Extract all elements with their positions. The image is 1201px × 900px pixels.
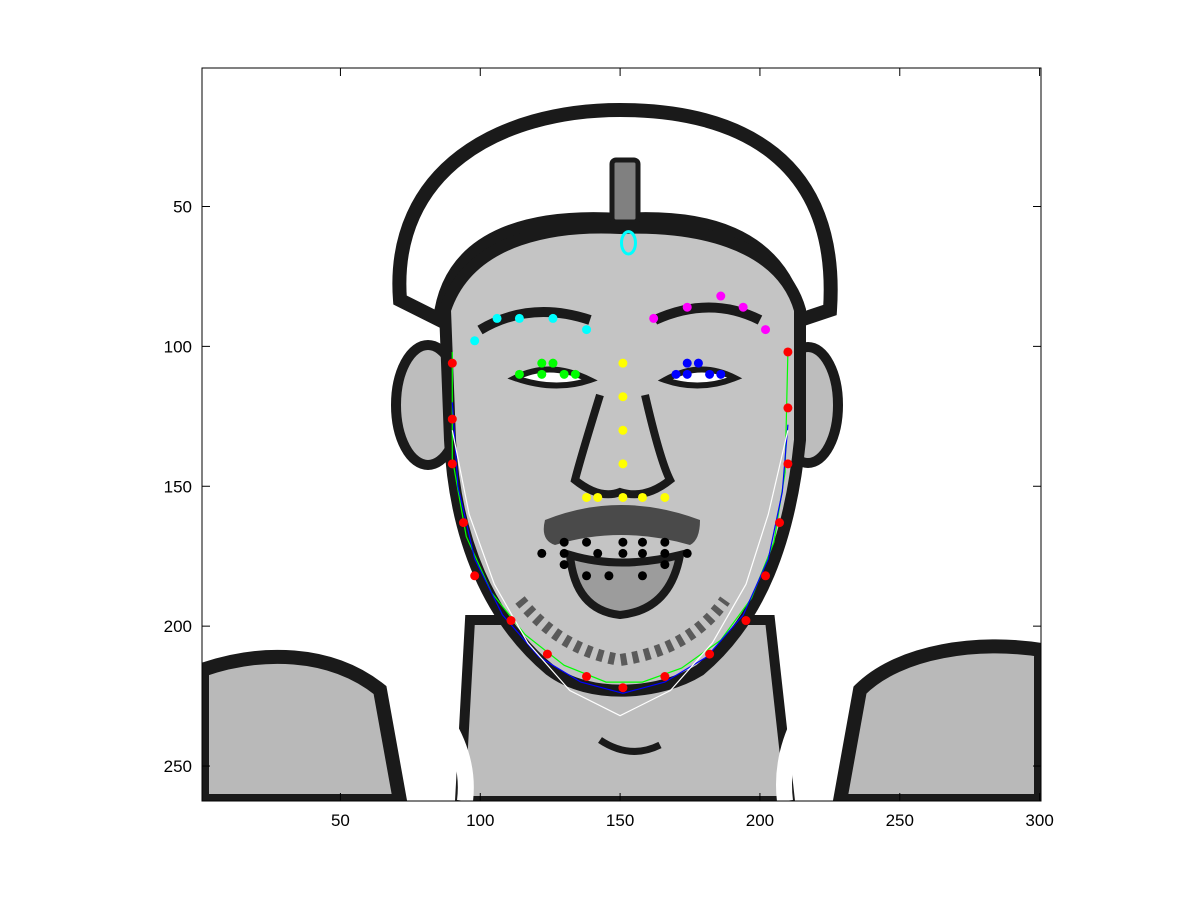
landmark-point (618, 459, 628, 469)
contour-curve (451, 402, 789, 694)
x-tick-label: 250 (886, 811, 914, 830)
landmark-point (618, 492, 628, 502)
landmark-point (775, 518, 785, 528)
landmark-point (559, 369, 569, 379)
landmark-point (660, 492, 670, 502)
axes-box (201, 67, 1042, 802)
x-tick-label: 150 (606, 811, 634, 830)
landmark-point (537, 369, 547, 379)
landmark-point (582, 492, 592, 502)
landmark-point (582, 571, 592, 581)
landmark-point (506, 616, 516, 626)
landmark-point (537, 358, 547, 368)
landmark-point (637, 537, 647, 547)
landmark-point (559, 548, 569, 558)
landmark-point (548, 313, 558, 323)
landmark-point (570, 369, 580, 379)
landmark-point (637, 548, 647, 558)
landmark-point (783, 347, 793, 357)
landmark-point (447, 358, 457, 368)
landmark-point (447, 459, 457, 469)
landmark-point (660, 672, 670, 682)
contour-curve (451, 430, 789, 717)
landmark-point (470, 336, 480, 346)
landmark-point (761, 571, 771, 581)
center-marker (620, 230, 637, 256)
landmark-point (682, 548, 692, 558)
landmark-point (649, 313, 659, 323)
landmark-point (582, 537, 592, 547)
landmark-point (682, 369, 692, 379)
landmark-point (716, 369, 726, 379)
landmark-point (559, 537, 569, 547)
landmark-point (542, 649, 552, 659)
landmark-point (738, 302, 748, 312)
x-tick-label: 300 (1025, 811, 1053, 830)
landmark-point (492, 313, 502, 323)
x-tick-label: 200 (746, 811, 774, 830)
landmark-point (559, 560, 569, 570)
landmark-point (458, 518, 468, 528)
landmark-point (618, 683, 628, 693)
y-tick-label: 250 (164, 757, 192, 776)
landmark-point (618, 548, 628, 558)
ticks (202, 68, 1041, 801)
landmark-point (682, 358, 692, 368)
landmark-point (637, 492, 647, 502)
landmark-point (682, 302, 692, 312)
landmark-point (671, 369, 681, 379)
landmark-point (593, 492, 603, 502)
landmark-point (783, 459, 793, 469)
landmark-point (716, 291, 726, 301)
landmark-point (514, 369, 524, 379)
landmark-point (741, 616, 751, 626)
landmark-point (447, 414, 457, 424)
landmark-point (604, 571, 614, 581)
landmark-point (660, 537, 670, 547)
landmark-point (593, 548, 603, 558)
landmark-point (470, 571, 480, 581)
landmark-point (514, 313, 524, 323)
landmark-point (618, 358, 628, 368)
landmark-point (637, 571, 647, 581)
landmark-overlay (447, 230, 793, 717)
landmark-point (548, 358, 558, 368)
landmark-point (705, 369, 715, 379)
landmark-point (618, 425, 628, 435)
y-tick-label: 100 (164, 337, 192, 356)
x-tick-label: 50 (331, 811, 350, 830)
landmark-point (693, 358, 703, 368)
y-tick-label: 200 (164, 617, 192, 636)
landmark-point (618, 537, 628, 547)
y-tick-label: 150 (164, 477, 192, 496)
landmark-point (783, 403, 793, 413)
landmark-point (660, 548, 670, 558)
landmark-point (582, 325, 592, 335)
landmark-point (537, 548, 547, 558)
landmark-point (618, 392, 628, 402)
x-tick-label: 100 (466, 811, 494, 830)
landmark-point (705, 649, 715, 659)
y-tick-label: 50 (173, 197, 192, 216)
landmark-point (660, 560, 670, 570)
landmark-point (582, 672, 592, 682)
landmark-point (761, 325, 771, 335)
tick-labels: 50 100 150 200 250 300 50 100 150 200 250 (164, 197, 1054, 830)
